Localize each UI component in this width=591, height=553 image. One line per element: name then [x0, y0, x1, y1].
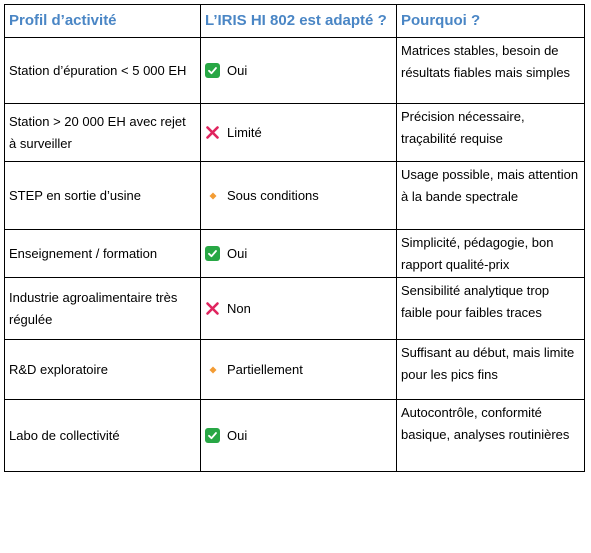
header-adapted: L’IRIS HI 802 est adapté ?	[200, 4, 397, 38]
diamond-icon	[205, 362, 220, 377]
reason-cell: Simplicité, pédagogie, bon rapport quali…	[396, 229, 585, 278]
status-cell: Sous conditions	[200, 161, 397, 230]
reason-cell: Suffisant au début, mais limite pour les…	[396, 339, 585, 400]
table-row: Enseignement / formation Oui Simplicité, p…	[4, 229, 585, 278]
profile-cell: Enseignement / formation	[4, 229, 201, 278]
check-icon	[205, 428, 220, 443]
status-wrapper: Oui	[205, 425, 392, 447]
status-label: Partiellement	[227, 361, 303, 377]
profile-cell: Station d’épuration < 5 000 EH	[4, 37, 201, 104]
header-row: Profil d’activité L’IRIS HI 802 est adap…	[4, 4, 585, 38]
table-row: R&D exploratoire Partiellement Suffisant a…	[4, 339, 585, 400]
diamond-icon	[205, 188, 220, 203]
reason-cell: Usage possible, mais attention à la band…	[396, 161, 585, 230]
header-why: Pourquoi ?	[396, 4, 585, 38]
table-row: Industrie agroalimentaire très régulée No…	[4, 277, 585, 340]
status-cell: Oui	[200, 399, 397, 472]
table-row: Labo de collectivité Oui Autocontrôle, con…	[4, 399, 585, 472]
status-label: Oui	[227, 427, 248, 443]
reason-cell: Sensibilité analytique trop faible pour …	[396, 277, 585, 340]
status-cell: Limité	[200, 103, 397, 162]
status-cell: Oui	[200, 229, 397, 278]
check-icon	[205, 246, 220, 261]
status-label: Non	[227, 300, 251, 316]
table-row: Station d’épuration < 5 000 EH Oui Matrice…	[4, 37, 585, 104]
table-row: Station > 20 000 EH avec rejet à surveil…	[4, 103, 585, 162]
status-wrapper: Partiellement	[205, 359, 392, 381]
table-row: STEP en sortie d’usine Sous conditions Usa…	[4, 161, 585, 230]
status-wrapper: Oui	[205, 60, 392, 82]
status-cell: Oui	[200, 37, 397, 104]
status-wrapper: Oui	[205, 243, 392, 265]
cross-icon	[205, 125, 220, 140]
cross-icon	[205, 301, 220, 316]
status-label: Oui	[227, 245, 248, 261]
status-wrapper: Sous conditions	[205, 185, 392, 207]
profile-cell: Station > 20 000 EH avec rejet à surveil…	[4, 103, 201, 162]
suitability-table: Profil d’activité L’IRIS HI 802 est adap…	[4, 4, 585, 472]
status-label: Oui	[227, 62, 248, 78]
reason-cell: Autocontrôle, conformité basique, analys…	[396, 399, 585, 472]
reason-cell: Matrices stables, besoin de résultats fi…	[396, 37, 585, 104]
status-label: Sous conditions	[227, 187, 319, 203]
status-label: Limité	[227, 124, 262, 140]
profile-cell: STEP en sortie d’usine	[4, 161, 201, 230]
profile-cell: Industrie agroalimentaire très régulée	[4, 277, 201, 340]
reason-cell: Précision nécessaire, traçabilité requis…	[396, 103, 585, 162]
status-wrapper: Limité	[205, 122, 392, 144]
check-icon	[205, 63, 220, 78]
header-profile: Profil d’activité	[4, 4, 201, 38]
profile-cell: Labo de collectivité	[4, 399, 201, 472]
status-wrapper: Non	[205, 298, 392, 320]
profile-cell: R&D exploratoire	[4, 339, 201, 400]
status-cell: Non	[200, 277, 397, 340]
status-cell: Partiellement	[200, 339, 397, 400]
